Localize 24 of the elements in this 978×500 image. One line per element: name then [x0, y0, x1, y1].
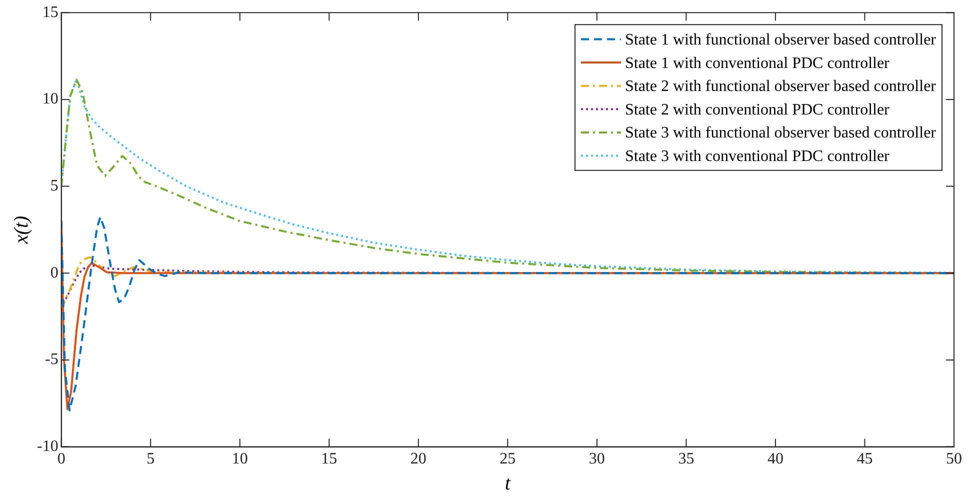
legend-label: State 1 with conventional PDC controller — [624, 54, 890, 72]
x-tick-label: 15 — [321, 450, 338, 468]
y-tick-label: -5 — [45, 351, 58, 368]
x-tick-label: 30 — [588, 450, 605, 468]
y-tick-label: 15 — [42, 4, 58, 21]
legend-label: State 3 with functional observer based controller — [624, 124, 937, 142]
legend-label: State 1 with functional observer based controller — [624, 31, 937, 48]
x-tick-label: 45 — [856, 450, 873, 468]
x-tick-label: 50 — [946, 450, 962, 468]
x-tick-label: 10 — [232, 450, 248, 468]
legend-label: State 3 with conventional PDC controller — [624, 148, 890, 165]
legend-label: State 2 with functional observer based controller — [624, 78, 937, 96]
x-tick-label: 25 — [500, 450, 516, 468]
x-tick-label: 20 — [410, 450, 426, 468]
legend-label: State 2 with conventional PDC controller — [624, 101, 890, 118]
x-tick-label: 35 — [678, 450, 694, 468]
y-axis-title: x(t) — [10, 215, 32, 245]
x-axis-title: t — [504, 472, 511, 494]
y-tick-label: 10 — [42, 90, 58, 108]
x-tick-label: 40 — [767, 450, 784, 468]
y-tick-label: 0 — [50, 264, 58, 282]
x-tick-label: 5 — [146, 450, 155, 468]
y-tick-label: 5 — [50, 177, 58, 194]
y-tick-label: -10 — [37, 438, 58, 456]
